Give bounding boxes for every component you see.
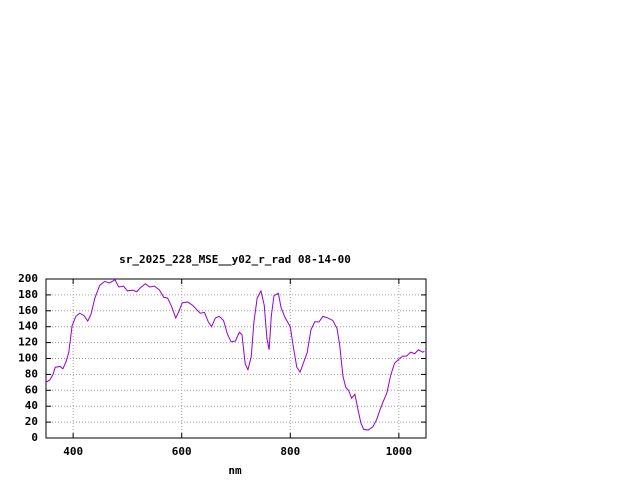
x-axis-label: nm — [228, 464, 242, 477]
y-tick-label: 80 — [25, 367, 38, 380]
y-tick-label: 140 — [18, 320, 38, 333]
x-tick-label: 600 — [172, 445, 192, 458]
y-tick-label: 160 — [18, 304, 38, 317]
x-tick-label: 800 — [280, 445, 300, 458]
y-tick-label: 40 — [25, 399, 38, 412]
y-tick-label: 200 — [18, 272, 38, 285]
y-tick-label: 100 — [18, 352, 38, 365]
y-tick-label: 60 — [25, 383, 38, 396]
y-tick-label: 180 — [18, 288, 38, 301]
x-tick-label: 1000 — [386, 445, 413, 458]
y-tick-label: 20 — [25, 415, 38, 428]
x-tick-label: 400 — [63, 445, 83, 458]
y-tick-label: 120 — [18, 336, 38, 349]
plot-frame — [45, 278, 427, 439]
y-tick-label: 0 — [31, 431, 38, 444]
chart-title: sr_2025_228_MSE__y02_r_rad 08-14-00 — [119, 253, 351, 266]
data-line — [45, 279, 425, 431]
